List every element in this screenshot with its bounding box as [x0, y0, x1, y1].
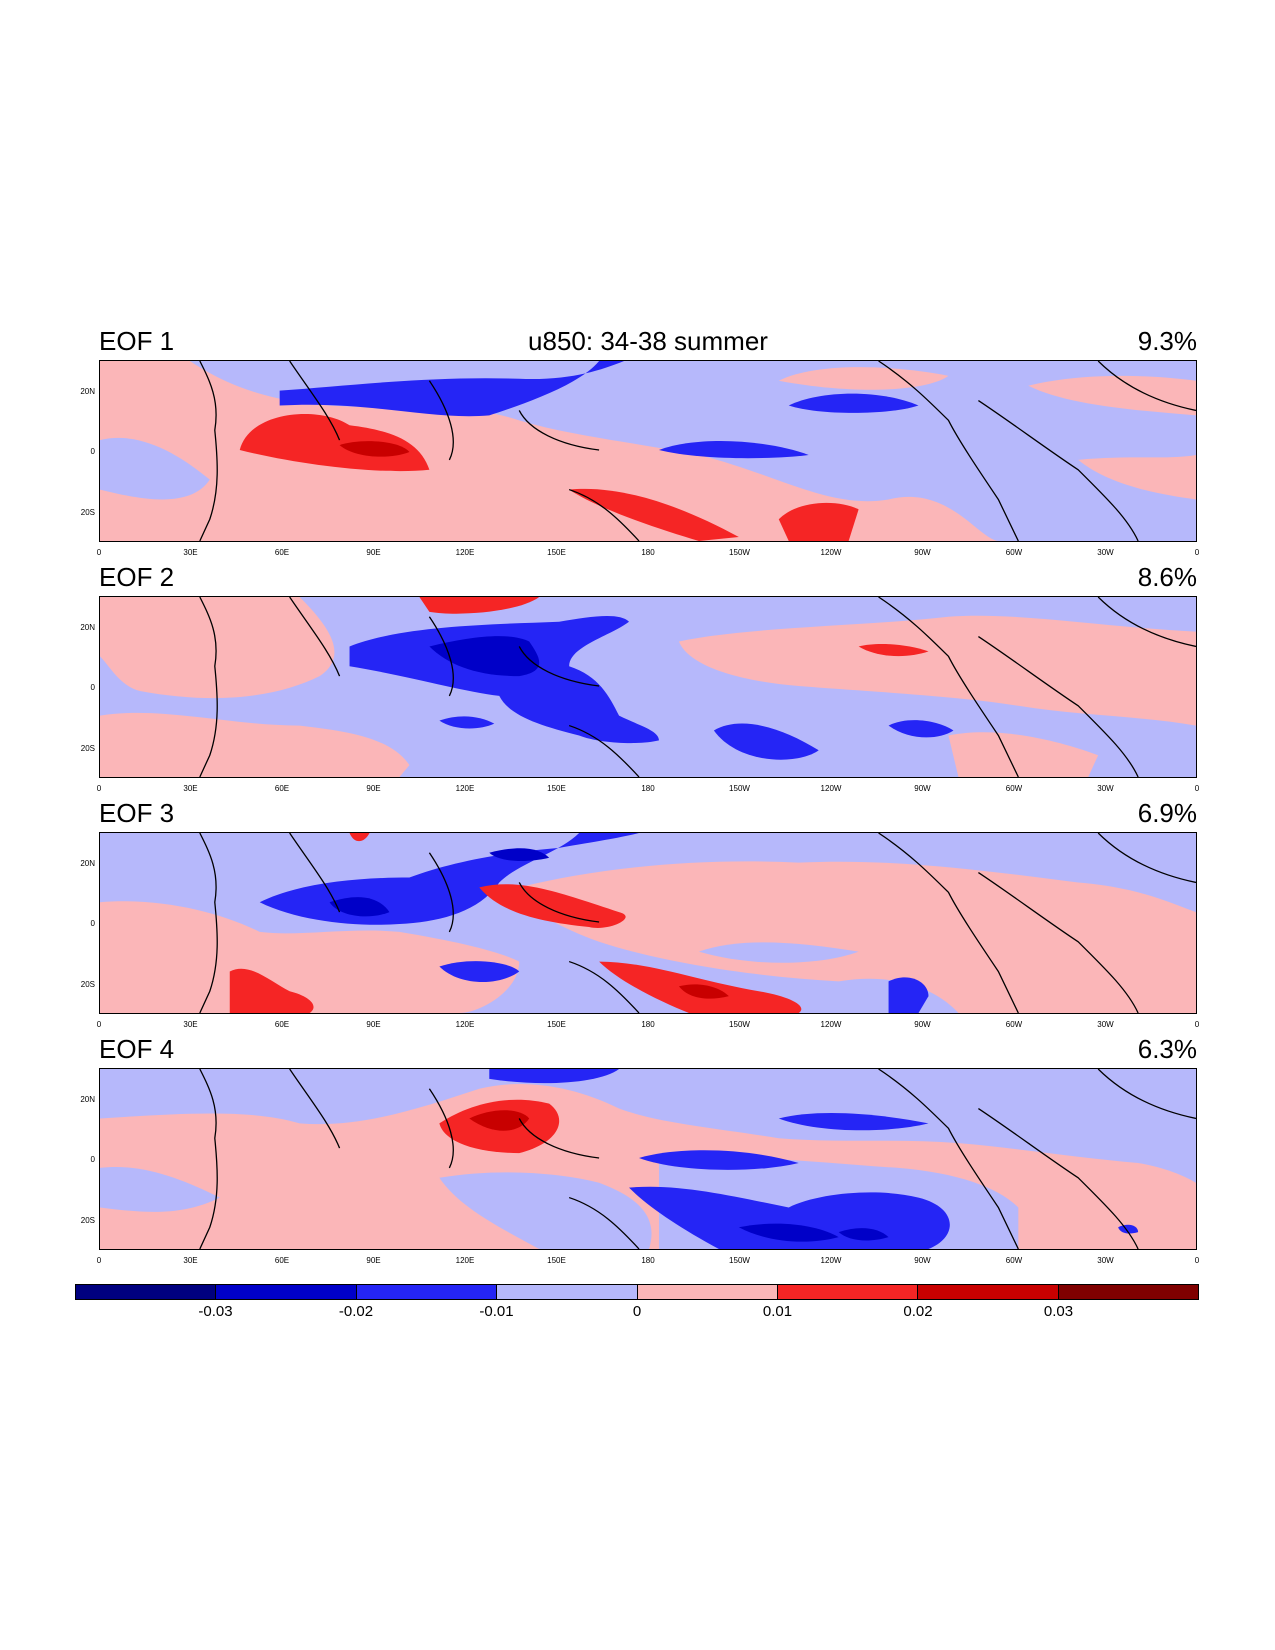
p2-lon-12: 0 — [1194, 784, 1200, 793]
p2-lat-0: 0 — [90, 683, 95, 692]
p4-lon-0: 0 — [96, 1256, 102, 1265]
eof-2-map — [99, 596, 1197, 778]
p1-lat-20s: 20S — [80, 508, 95, 517]
p2-lon-1: 30E — [183, 784, 198, 793]
eof-3-field — [100, 833, 1196, 1013]
colorbar-bin-3 — [356, 1285, 498, 1299]
p2-lon-3: 90E — [366, 784, 381, 793]
p2-lat-20n: 20N — [80, 623, 95, 632]
p2-lon-0: 0 — [96, 784, 102, 793]
p3-lon-3: 90E — [366, 1020, 381, 1029]
p3-lon-1: 30E — [183, 1020, 198, 1029]
panel-3-variance: 6.9% — [1137, 798, 1197, 828]
p4-lon-5: 150E — [547, 1256, 566, 1265]
p4-lon-9: 90W — [914, 1256, 931, 1265]
eof-2-field — [100, 597, 1196, 777]
p4-lat-20s: 20S — [80, 1216, 95, 1225]
p4-lon-8: 120W — [820, 1256, 842, 1265]
p3-lon-12: 0 — [1194, 1020, 1200, 1029]
p4-lon-3: 90E — [366, 1256, 381, 1265]
p1-lon-9: 90W — [914, 548, 931, 557]
p1-lon-12: 0 — [1194, 548, 1200, 557]
p3-lon-10: 60W — [1005, 1020, 1023, 1029]
p1-lon-10: 60W — [1005, 548, 1023, 557]
p3-lon-8: 120W — [820, 1020, 842, 1029]
p1-lon-3: 90E — [366, 548, 381, 557]
colorbar-label-2: -0.02 — [338, 1303, 374, 1320]
colorbar-bin-2 — [216, 1285, 357, 1299]
p4-lat-0: 0 — [90, 1155, 95, 1164]
p2-lon-9: 90W — [914, 784, 931, 793]
p2-lon-6: 180 — [641, 784, 655, 793]
p2-lon-5: 150E — [547, 784, 566, 793]
p2-lon-8: 120W — [820, 784, 842, 793]
p1-lat-20n: 20N — [80, 387, 95, 396]
p3-lon-2: 60E — [274, 1020, 290, 1029]
colorbar-bin-8 — [1058, 1285, 1198, 1299]
p3-lon-7: 150W — [729, 1020, 750, 1029]
p1-lon-11: 30W — [1097, 548, 1114, 557]
p3-lat-0: 0 — [90, 919, 95, 928]
p1-lon-7: 150W — [729, 548, 750, 557]
panel-1-label: EOF 1 — [99, 326, 175, 356]
colorbar-label-4: 0 — [632, 1303, 642, 1320]
panel-3-label: EOF 3 — [99, 798, 175, 828]
colorbar-bin-7 — [918, 1285, 1059, 1299]
colorbar-bin-6 — [777, 1285, 919, 1299]
p3-lon-9: 90W — [914, 1020, 931, 1029]
p4-lon-1: 30E — [183, 1256, 198, 1265]
p2-lon-2: 60E — [274, 784, 290, 793]
p4-lon-2: 60E — [274, 1256, 290, 1265]
colorbar-label-6: 0.02 — [903, 1303, 933, 1320]
panel-2-variance: 8.6% — [1137, 562, 1197, 592]
p1-lon-6: 180 — [641, 548, 655, 557]
colorbar-bin-4 — [497, 1285, 638, 1299]
p4-lat-20n: 20N — [80, 1095, 95, 1104]
p2-lon-11: 30W — [1097, 784, 1114, 793]
eof-3-map — [99, 832, 1197, 1014]
colorbar — [75, 1284, 1199, 1300]
p3-lon-4: 120E — [455, 1020, 475, 1029]
figure-title: u850: 34-38 summer — [528, 326, 768, 356]
colorbar-label-5: 0.01 — [762, 1303, 793, 1320]
p2-lon-4: 120E — [455, 784, 475, 793]
colorbar-bin-1 — [76, 1285, 217, 1299]
p1-lon-1: 30E — [183, 548, 198, 557]
p2-lon-7: 150W — [729, 784, 750, 793]
p3-lon-6: 180 — [641, 1020, 655, 1029]
p1-lon-4: 120E — [455, 548, 475, 557]
p3-lat-20n: 20N — [80, 859, 95, 868]
colorbar-bin-5 — [637, 1285, 778, 1299]
p4-lon-4: 120E — [455, 1256, 475, 1265]
p4-lon-6: 180 — [641, 1256, 655, 1265]
panel-2-label: EOF 2 — [99, 562, 175, 592]
eof-1-map — [99, 360, 1197, 542]
colorbar-label-3: -0.01 — [479, 1303, 514, 1320]
panel-4-variance: 6.3% — [1137, 1034, 1197, 1064]
p2-lon-10: 60W — [1005, 784, 1023, 793]
eof-4-field — [100, 1069, 1196, 1249]
p2-lat-20s: 20S — [80, 744, 95, 753]
p1-lat-0: 0 — [90, 447, 95, 456]
p4-lon-12: 0 — [1194, 1256, 1200, 1265]
p3-lat-20s: 20S — [80, 980, 95, 989]
panel-4-label: EOF 4 — [99, 1034, 175, 1064]
panel-1-variance: 9.3% — [1137, 326, 1197, 356]
p4-lon-11: 30W — [1097, 1256, 1114, 1265]
p1-lon-8: 120W — [820, 548, 842, 557]
p3-lon-0: 0 — [96, 1020, 102, 1029]
p1-lon-0: 0 — [96, 548, 102, 557]
p1-lon-5: 150E — [547, 548, 566, 557]
p4-lon-7: 150W — [729, 1256, 750, 1265]
colorbar-label-7: 0.03 — [1043, 1303, 1074, 1320]
p3-lon-11: 30W — [1097, 1020, 1114, 1029]
p3-lon-5: 150E — [547, 1020, 566, 1029]
eof-1-field — [100, 361, 1196, 541]
eof-4-map — [99, 1068, 1197, 1250]
colorbar-label-1: -0.03 — [198, 1303, 233, 1320]
p1-lon-2: 60E — [274, 548, 290, 557]
p4-lon-10: 60W — [1005, 1256, 1023, 1265]
